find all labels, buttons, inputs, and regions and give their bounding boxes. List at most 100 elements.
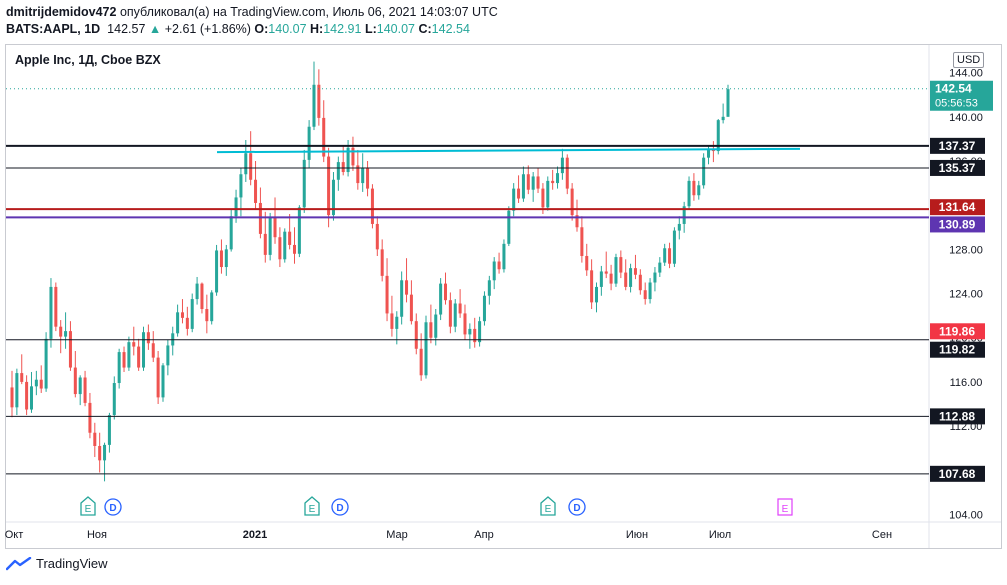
candle-body [370,188,374,224]
candle-body [98,445,102,461]
level-label: 112.88 [939,409,975,423]
candle-body [176,312,180,334]
high-value: 142.91 [323,22,362,36]
candle-body [215,250,219,293]
x-tick-label: Июл [709,529,731,541]
candle-body [331,179,335,216]
candle-body [414,321,418,349]
candle-body [624,272,628,287]
candle-body [541,188,545,208]
candle-body [648,282,652,300]
chart-title: Apple Inc, 1Д, Cboe BZX [15,53,161,67]
candles-group [10,61,730,482]
candle-body [312,84,316,127]
author-name[interactable]: dmitrijdemidov472 [6,5,117,19]
currency-button[interactable]: USD [953,52,985,68]
candle-body [443,283,448,301]
y-tick-label: 116.00 [950,377,983,389]
candle-body [682,206,686,224]
x-tick-label: Июн [626,529,648,541]
candle-body [68,331,72,368]
candle-body [658,262,662,273]
candle-body [83,377,87,403]
candle-body [263,233,267,255]
candle-body [473,328,477,343]
level-label-bg [930,323,985,340]
close-label: C: [418,22,432,36]
earnings-marker-label: E [85,504,92,515]
candle-body [10,387,14,408]
candle-body [93,432,97,446]
open-label: O: [254,22,269,36]
brand-name: TradingView [36,556,108,571]
candle-body [604,271,608,274]
candle-body [507,210,511,244]
candle-body [273,217,277,238]
y-tick-label: 144.00 [949,68,983,80]
candle-body [25,381,29,410]
symbol-label: BATS:AAPL, 1D [6,22,101,36]
candle-body [73,367,77,395]
candle-body [653,272,657,283]
candle-body [663,248,667,263]
price-change: +2.61 (+1.86%) [164,22,251,36]
candle-body [556,173,560,184]
candle-body [575,215,579,228]
candle-body [375,223,379,250]
low-value: 140.07 [376,22,415,36]
candle-body [551,180,555,184]
candle-body [453,303,457,327]
candle-body [132,342,136,347]
candle-body [210,292,214,322]
candle-body [429,322,433,338]
candle-body [307,126,311,160]
level-label: 119.82 [939,343,975,357]
candle-body [672,230,676,264]
candle-body [546,180,550,208]
candle-body [512,188,516,211]
candle-body [151,343,155,358]
dividend-marker-label: D [109,503,116,514]
candle-body [439,283,443,315]
candle-body [502,243,506,270]
candle-body [142,332,146,368]
footer-brand[interactable]: TradingView [6,556,108,571]
candle-body [702,157,706,186]
countdown-label: 05:56:53 [935,98,978,110]
level-label-bg [930,341,985,358]
candle-body [677,223,681,231]
candle-body [39,379,43,389]
earnings-marker-label: E [782,504,789,515]
candle-body [395,316,399,329]
candle-body [268,217,272,255]
candle-body [254,179,258,203]
candle-body [122,352,126,368]
candle-body [185,317,189,329]
candle-body [200,283,204,310]
ohlc-legend: BATS:AAPL, 1D 142.57 ▲ +2.61 (+1.86%) O:… [6,22,470,36]
candle-body [64,331,68,337]
candle-body [54,286,58,327]
candle-body [317,84,321,118]
published-text: опубликовал(а) на TradingView.com, Июль … [119,5,498,19]
candle-body [166,345,170,366]
candle-body [239,174,243,198]
dividend-icon [568,498,586,516]
candle-body [292,244,297,254]
candle-body [44,338,48,389]
candle-body [385,275,389,314]
candle-body [716,120,720,152]
level-label: 130.89 [939,217,976,231]
candle-body [361,167,365,184]
candle-body [219,250,223,268]
candle-body [156,357,160,398]
earnings-icon [304,496,320,516]
candle-body [492,261,496,281]
level-label-bg [930,408,985,425]
x-tick-label: Окт [5,529,24,541]
candle-body [400,280,404,317]
candle-body [180,312,184,318]
candle-body [405,280,409,295]
candle-body [560,157,564,174]
